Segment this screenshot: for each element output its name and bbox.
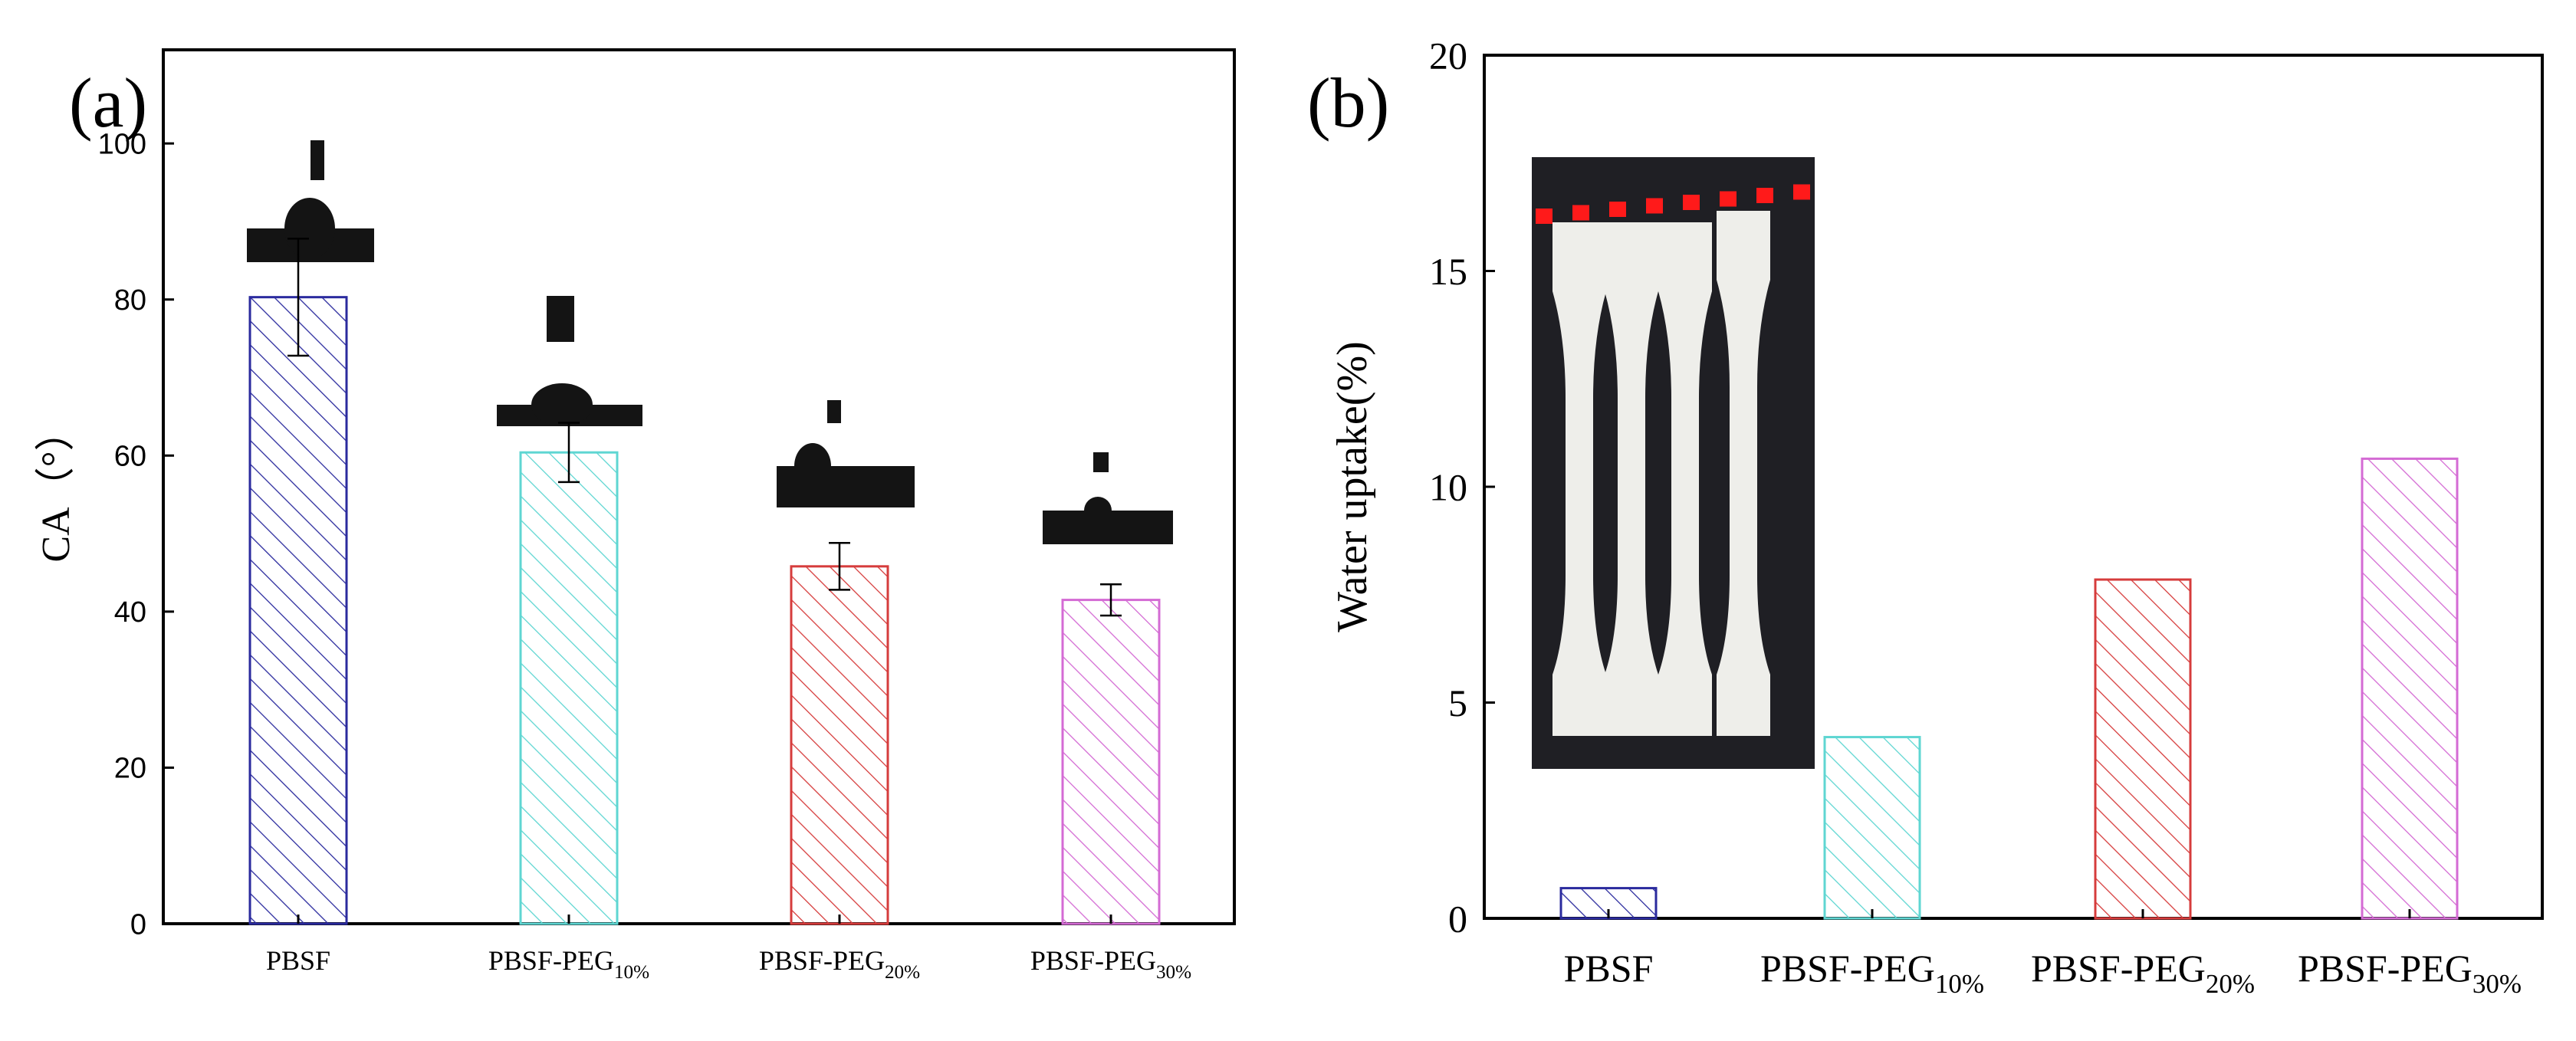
inset-needle xyxy=(310,140,324,180)
red-dot-marker xyxy=(1646,198,1663,214)
a-x-label-subscript: 20% xyxy=(885,962,920,983)
panel-b-label: (b) xyxy=(1307,64,1389,142)
inset-droplet xyxy=(1084,497,1112,524)
inset-needle xyxy=(547,296,574,342)
b-x-label-1: PBSF-PEG10% xyxy=(1760,947,1984,999)
droplet-inset-1 xyxy=(497,296,642,426)
panel-b-specimen-photo xyxy=(1532,157,1815,769)
a-bar-1 xyxy=(519,451,619,925)
a-bar-0 xyxy=(248,296,348,925)
panel-b-y-ticks: 0 5 10 15 20 xyxy=(1429,34,1495,941)
b-x-label-subscript: 30% xyxy=(2472,969,2522,999)
a-y-tick-label: 80 xyxy=(114,284,146,317)
b-x-label-base: PBSF xyxy=(1564,947,1654,990)
red-dot-marker xyxy=(1683,195,1700,210)
a-x-label-2: PBSF-PEG20% xyxy=(759,945,920,983)
b-y-tick-label: 20 xyxy=(1429,34,1467,77)
inset-droplet xyxy=(794,443,831,489)
panel-a-error-bars xyxy=(288,238,1122,617)
inset-needle xyxy=(827,400,841,423)
b-x-label-base: PBSF-PEG xyxy=(1760,947,1935,990)
b-y-tick-label: 0 xyxy=(1448,898,1467,941)
dumbbell-specimen-0 xyxy=(1552,222,1606,736)
b-x-label-base: PBSF-PEG xyxy=(2298,947,2472,990)
b-bar-1 xyxy=(1823,736,1921,920)
b-bar-2 xyxy=(2094,578,2192,920)
a-x-label-base: PBSF-PEG xyxy=(759,945,885,976)
a-x-label-base: PBSF xyxy=(266,945,330,976)
inset-needle xyxy=(1093,452,1109,472)
b-y-tick-label: 15 xyxy=(1429,250,1467,293)
red-dot-marker xyxy=(1756,188,1773,203)
panel-b-bars xyxy=(1559,457,2459,920)
a-y-tick-label: 40 xyxy=(114,596,146,629)
panel-a-bars xyxy=(248,296,1161,925)
panel-a-y-ticks: 0 20 40 60 80 100 xyxy=(98,128,174,941)
dumbbell-specimen-2 xyxy=(1658,222,1712,736)
a-y-tick-label: 100 xyxy=(98,128,146,160)
b-x-label-3: PBSF-PEG30% xyxy=(2298,947,2522,999)
panel-b-y-axis-label: Water uptake(%) xyxy=(1329,341,1376,632)
b-y-tick-label: 10 xyxy=(1429,466,1467,509)
droplet-inset-3 xyxy=(1043,452,1173,544)
panel-a-x-labels: PBSF PBSF-PEG10% PBSF-PEG20% PBSF-PEG30% xyxy=(266,915,1191,983)
a-bar-3 xyxy=(1061,599,1161,925)
droplet-inset-0 xyxy=(247,140,374,262)
b-x-label-0: PBSF xyxy=(1564,947,1654,990)
red-dot-marker xyxy=(1720,191,1737,207)
a-x-label-subscript: 10% xyxy=(614,962,649,983)
red-dot-marker xyxy=(1572,205,1589,221)
a-x-label-1: PBSF-PEG10% xyxy=(488,945,649,983)
dumbbell-specimen-1 xyxy=(1605,222,1658,736)
b-x-label-subscript: 20% xyxy=(2206,969,2255,999)
panel-a-axes-frame xyxy=(162,48,1236,925)
b-bar-3 xyxy=(2361,457,2459,920)
a-x-label-3: PBSF-PEG30% xyxy=(1030,945,1191,983)
dumbbell-specimen-3 xyxy=(1717,211,1770,736)
droplet-inset-2 xyxy=(777,400,915,507)
red-dot-marker xyxy=(1793,184,1810,200)
inset-droplet xyxy=(284,198,335,259)
a-y-tick-label: 60 xyxy=(114,441,146,473)
panel-a-label: (a) xyxy=(69,64,147,142)
b-y-tick-label: 5 xyxy=(1448,681,1467,724)
b-x-label-2: PBSF-PEG20% xyxy=(2031,947,2255,999)
a-x-label-base: PBSF-PEG xyxy=(1030,945,1156,976)
a-x-label-base: PBSF-PEG xyxy=(488,945,614,976)
a-x-label-subscript: 30% xyxy=(1156,962,1191,983)
b-x-label-subscript: 10% xyxy=(1935,969,1984,999)
panel-b-x-labels: PBSF PBSF-PEG10% PBSF-PEG20% PBSF-PEG30% xyxy=(1564,909,2522,999)
a-y-tick-label: 20 xyxy=(114,753,146,785)
red-dot-marker xyxy=(1536,209,1552,224)
panel-a-y-axis-label: CA（°） xyxy=(34,411,78,562)
inset-droplet xyxy=(531,383,593,426)
red-dot-marker xyxy=(1609,202,1626,217)
a-y-tick-label: 0 xyxy=(130,908,146,941)
a-bar-2 xyxy=(790,565,889,925)
b-x-label-base: PBSF-PEG xyxy=(2031,947,2206,990)
panel-a-droplet-insets xyxy=(247,140,1173,544)
a-x-label-0: PBSF xyxy=(266,945,330,976)
